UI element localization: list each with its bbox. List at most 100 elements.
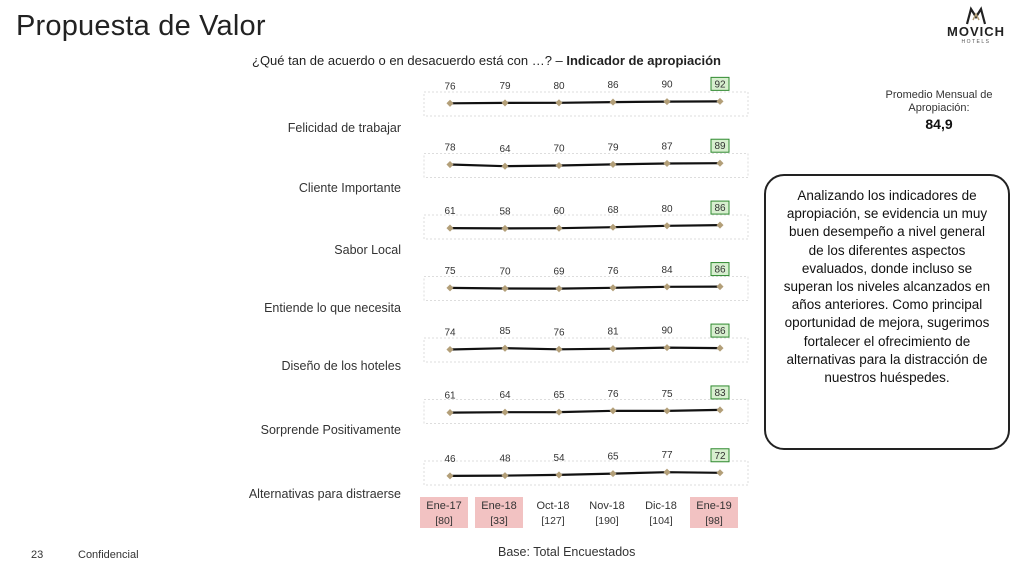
data-label: 76 xyxy=(444,81,456,92)
sample-size-label: [190] xyxy=(595,515,618,527)
question-text: ¿Qué tan de acuerdo o en desacuerdo está… xyxy=(252,53,721,68)
question-indicator: Indicador de apropiación xyxy=(566,53,721,68)
data-point xyxy=(446,161,454,169)
base-note: Base: Total Encuestados xyxy=(498,545,636,559)
data-point xyxy=(609,407,617,415)
data-label: 76 xyxy=(607,389,619,400)
data-point xyxy=(446,99,454,107)
data-label: 92 xyxy=(714,79,726,90)
data-point xyxy=(555,224,563,232)
data-point xyxy=(501,472,509,480)
data-point xyxy=(716,406,724,414)
data-point xyxy=(663,344,671,352)
data-label: 64 xyxy=(499,390,511,401)
analysis-callout: Analizando los indicadores de apropiació… xyxy=(764,174,1010,450)
data-point xyxy=(501,284,509,293)
row-frame xyxy=(423,399,749,424)
data-point xyxy=(501,344,509,352)
data-label: 70 xyxy=(499,267,511,278)
data-point xyxy=(663,407,671,415)
x-tick-label: Ene-19 xyxy=(696,500,731,512)
series-line xyxy=(449,408,721,414)
data-label: 80 xyxy=(661,204,673,215)
series-line xyxy=(449,224,721,230)
highlight-box xyxy=(710,76,730,91)
series-line xyxy=(449,100,721,105)
data-label: 46 xyxy=(444,454,456,465)
data-label: 87 xyxy=(661,141,673,152)
data-label: 90 xyxy=(661,80,673,91)
highlight-box xyxy=(710,448,730,463)
logo-emblem-icon xyxy=(965,6,987,25)
series-label: Sabor Local xyxy=(334,243,401,257)
data-point xyxy=(716,469,724,477)
page-title: Propuesta de Valor xyxy=(16,10,266,42)
confidential-label: Confidencial xyxy=(78,549,139,561)
data-label: 79 xyxy=(499,81,511,92)
series-line xyxy=(449,346,721,351)
data-point xyxy=(609,284,617,292)
data-label: 74 xyxy=(444,328,456,339)
row-frame xyxy=(423,276,749,301)
data-label: 86 xyxy=(714,203,726,214)
data-label: 90 xyxy=(661,326,673,337)
data-point xyxy=(609,98,617,106)
data-label: 75 xyxy=(444,266,456,277)
promedio-label: Promedio Mensual de Apropiación: xyxy=(885,89,993,114)
data-label: 77 xyxy=(661,450,673,461)
row-frame xyxy=(423,337,749,363)
data-point xyxy=(609,223,617,231)
data-point xyxy=(446,284,454,292)
data-point xyxy=(609,470,617,478)
page-number: 23 xyxy=(31,549,44,561)
data-label: 65 xyxy=(553,390,565,401)
row-frame xyxy=(423,460,749,486)
data-point xyxy=(716,344,724,352)
logo-subtext: HOTELS xyxy=(961,39,991,45)
data-label: 54 xyxy=(553,453,565,464)
data-point xyxy=(609,345,617,353)
series-label: Sorprende Positivamente xyxy=(260,423,401,437)
highlight-box xyxy=(710,200,730,215)
data-label: 89 xyxy=(714,141,726,152)
data-point xyxy=(663,222,671,230)
series-label: Cliente Importante xyxy=(298,181,401,195)
data-point xyxy=(446,472,454,480)
data-label: 81 xyxy=(607,327,619,338)
series-line xyxy=(449,285,721,290)
category-shade xyxy=(475,497,523,528)
data-label: 80 xyxy=(553,81,565,92)
logo-text: MOVICH xyxy=(947,24,1005,39)
question-prefix: ¿Qué tan de acuerdo o en desacuerdo está… xyxy=(252,53,567,68)
data-label: 70 xyxy=(553,144,565,155)
data-point xyxy=(663,98,671,106)
x-tick-label: Nov-18 xyxy=(589,500,624,512)
series-line xyxy=(449,162,721,168)
data-point xyxy=(716,159,724,167)
data-point xyxy=(555,345,563,353)
sample-size-label: [104] xyxy=(649,515,672,527)
x-tick-label: Ene-18 xyxy=(481,500,516,512)
data-point xyxy=(716,221,724,229)
highlight-box xyxy=(710,262,730,277)
data-label: 60 xyxy=(553,206,565,217)
data-label: 84 xyxy=(661,265,673,276)
data-point xyxy=(716,97,724,105)
data-label: 78 xyxy=(444,143,456,154)
series-label: Diseño de los hoteles xyxy=(281,359,401,373)
data-label: 65 xyxy=(607,452,619,463)
data-point xyxy=(446,345,454,354)
data-point xyxy=(555,161,563,170)
x-tick-label: Ene-17 xyxy=(426,500,461,512)
data-label: 64 xyxy=(499,144,511,155)
data-label: 85 xyxy=(499,326,511,337)
highlight-box xyxy=(710,138,730,153)
data-point xyxy=(555,471,563,479)
x-tick-label: Oct-18 xyxy=(536,500,569,512)
highlight-box xyxy=(710,323,730,338)
sample-size-label: [98] xyxy=(705,515,723,527)
category-shade xyxy=(420,497,468,528)
promedio-value: 84,9 xyxy=(925,116,953,132)
data-label: 61 xyxy=(444,391,456,402)
